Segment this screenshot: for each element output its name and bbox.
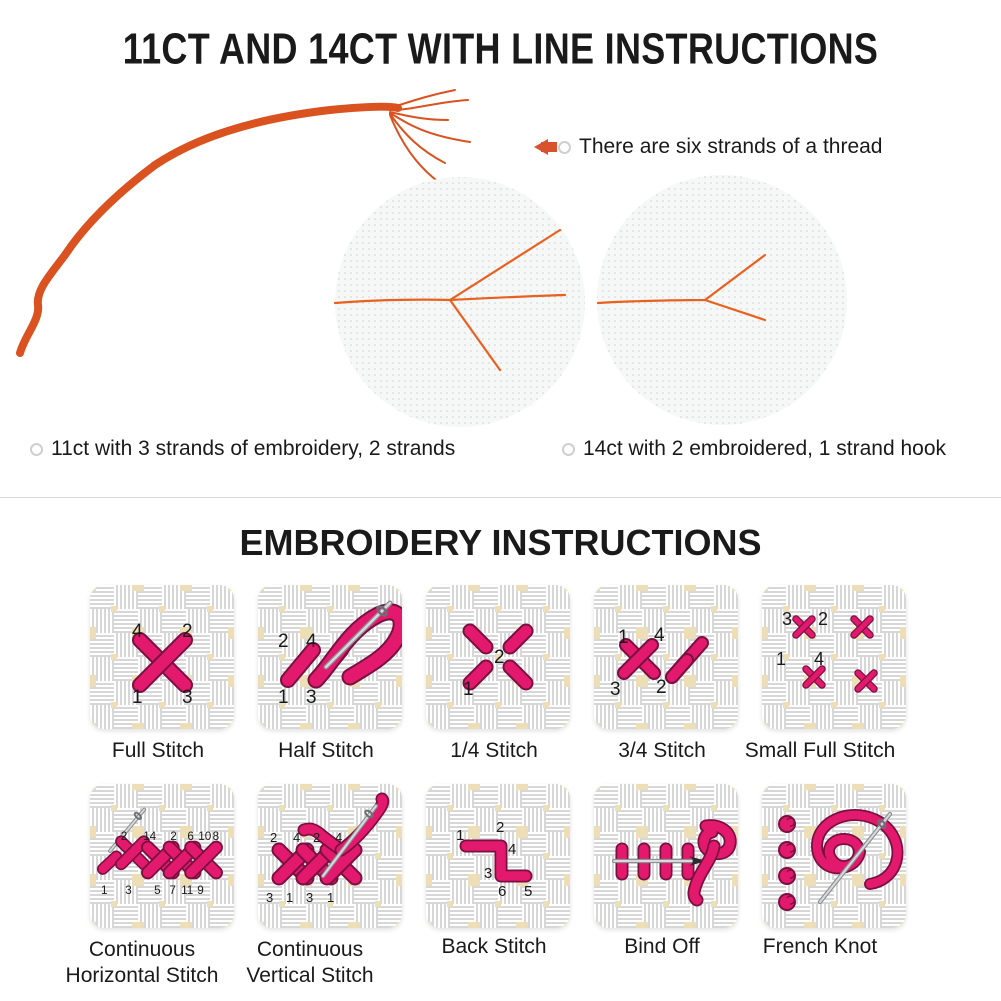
svg-text:1: 1	[286, 890, 293, 905]
svg-text:3: 3	[266, 890, 273, 905]
svg-text:7: 7	[169, 884, 176, 897]
svg-text:3: 3	[610, 679, 621, 700]
svg-text:2: 2	[818, 609, 828, 629]
svg-text:1: 1	[132, 687, 143, 708]
svg-text:3: 3	[782, 609, 792, 629]
svg-text:4: 4	[293, 830, 300, 845]
svg-text:1: 1	[618, 627, 629, 648]
svg-text:2: 2	[121, 830, 128, 843]
svg-text:4: 4	[814, 649, 824, 669]
svg-text:2: 2	[182, 621, 193, 642]
svg-text:1: 1	[278, 687, 289, 708]
svg-text:1: 1	[101, 884, 108, 897]
svg-text:4: 4	[150, 830, 157, 843]
svg-text:3: 3	[306, 890, 313, 905]
svg-text:9: 9	[197, 884, 204, 897]
svg-text:2: 2	[170, 830, 177, 843]
svg-text:3: 3	[484, 865, 492, 882]
svg-text:1: 1	[463, 679, 474, 700]
svg-text:3: 3	[125, 884, 132, 897]
svg-text:2: 2	[270, 830, 277, 845]
svg-text:4: 4	[306, 631, 317, 652]
svg-text:11: 11	[181, 884, 193, 897]
svg-text:6: 6	[498, 883, 506, 900]
svg-text:2: 2	[313, 830, 320, 845]
svg-text:3: 3	[182, 687, 193, 708]
svg-text:4: 4	[132, 621, 143, 642]
svg-text:2: 2	[494, 647, 505, 668]
svg-text:2: 2	[656, 677, 667, 698]
svg-text:1: 1	[143, 830, 150, 843]
svg-text:10: 10	[198, 830, 212, 843]
svg-text:1: 1	[776, 649, 786, 669]
svg-text:4: 4	[335, 830, 342, 845]
svg-text:2: 2	[278, 631, 289, 652]
svg-text:3: 3	[306, 687, 317, 708]
svg-text:2: 2	[496, 819, 504, 836]
svg-text:1: 1	[327, 890, 334, 905]
svg-text:6: 6	[187, 830, 194, 843]
svg-text:4: 4	[508, 841, 516, 858]
svg-text:8: 8	[213, 830, 220, 843]
svg-text:5: 5	[524, 883, 532, 900]
svg-text:4: 4	[654, 625, 665, 646]
svg-text:1: 1	[456, 827, 464, 844]
svg-text:5: 5	[154, 884, 161, 897]
